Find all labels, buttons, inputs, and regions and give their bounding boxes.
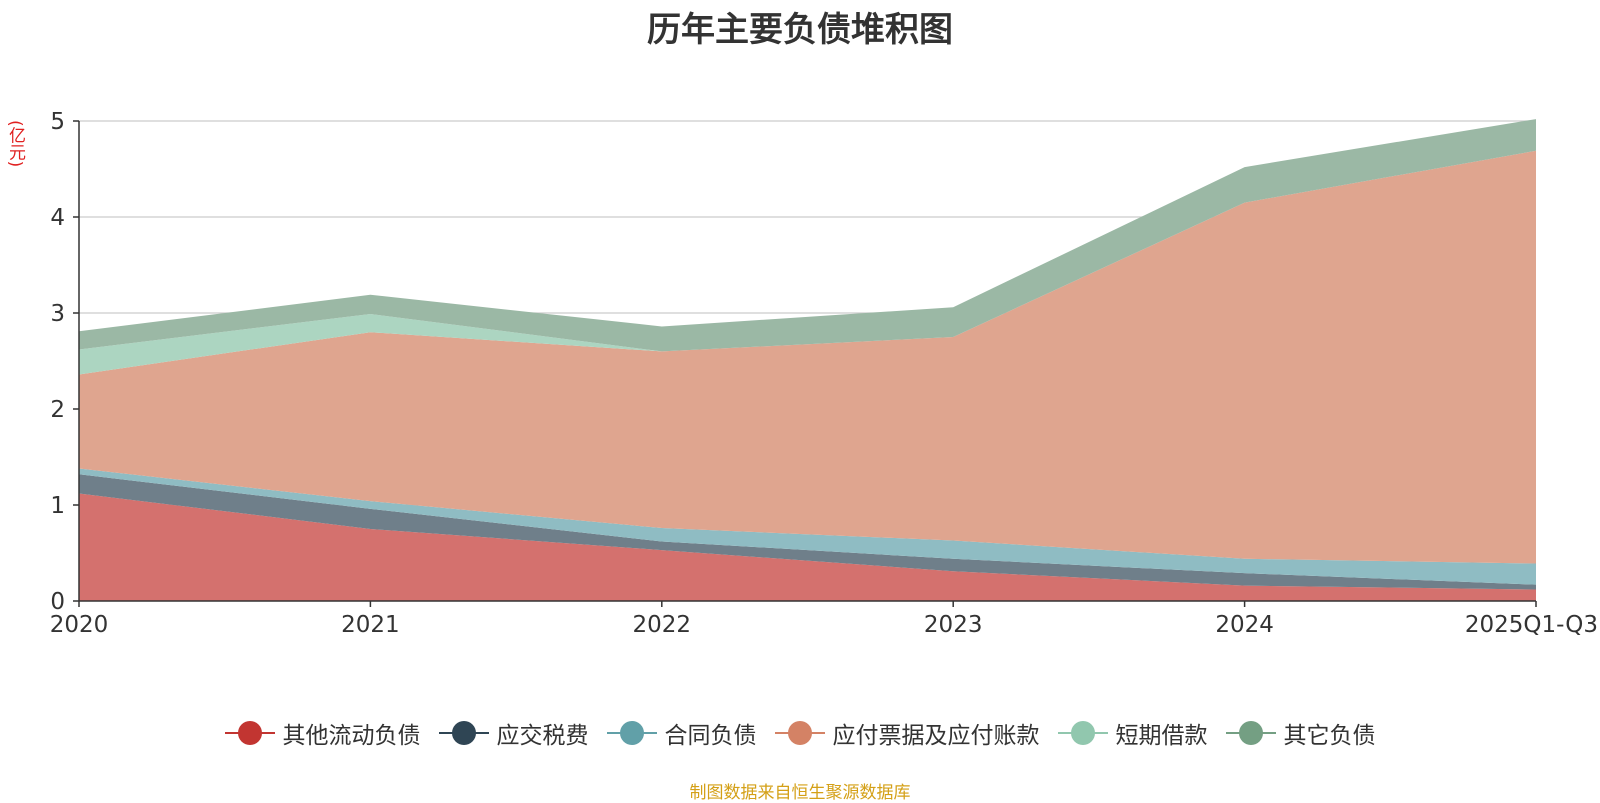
legend-item[interactable]: 应付票据及应付账款: [774, 716, 1040, 750]
y-tick-label: 2: [50, 397, 65, 423]
legend-marker-icon: [1057, 720, 1108, 746]
legend-marker-icon: [606, 720, 657, 746]
area-series-6: [79, 119, 1536, 352]
legend-label: 短期借款: [1115, 723, 1208, 749]
legend-label: 应交税费: [496, 723, 589, 749]
y-tick-label: 3: [50, 301, 65, 327]
area-series-5: [79, 150, 1536, 375]
x-tick-label: 2022: [633, 612, 692, 638]
x-tick-label: 2024: [1215, 612, 1274, 638]
legend-item[interactable]: 其他流动负债: [224, 716, 421, 750]
y-tick-label: 0: [50, 589, 65, 615]
area-series-1: [79, 493, 1536, 601]
legend-item[interactable]: 短期借款: [1057, 716, 1208, 750]
legend-marker-icon: [1225, 720, 1276, 746]
legend-item[interactable]: 应交税费: [438, 716, 589, 750]
legend-item[interactable]: 其它负债: [1225, 716, 1376, 750]
legend-label: 合同负债: [664, 723, 757, 749]
x-tick-label: 2021: [341, 612, 400, 638]
x-tick-label: 2025Q1-Q3: [1465, 612, 1598, 638]
chart-title: 历年主要负债堆积图: [647, 10, 953, 50]
legend-marker-icon: [224, 720, 275, 746]
area-series-4: [79, 150, 1536, 564]
legend-marker-icon: [774, 720, 825, 746]
legend-marker-icon: [438, 720, 489, 746]
legend-label: 应付票据及应付账款: [832, 723, 1040, 749]
y-tick-label: 5: [50, 109, 65, 135]
legend-label: 其他流动负债: [282, 723, 421, 749]
area-series-3: [79, 468, 1536, 585]
y-tick-label: 1: [50, 493, 65, 519]
data-source-note: 制图数据来自恒生聚源数据库: [689, 783, 911, 803]
y-axis-unit: (亿元): [5, 120, 25, 168]
legend-label: 其它负债: [1283, 723, 1376, 749]
x-tick-label: 2020: [50, 612, 109, 638]
chart-legend: 其他流动负债 应交税费 合同负债 应付票据及应付账款 短期借款 其它负债: [0, 716, 1600, 750]
legend-item[interactable]: 合同负债: [606, 716, 757, 750]
x-tick-label: 2023: [924, 612, 983, 638]
y-tick-label: 4: [50, 205, 65, 231]
